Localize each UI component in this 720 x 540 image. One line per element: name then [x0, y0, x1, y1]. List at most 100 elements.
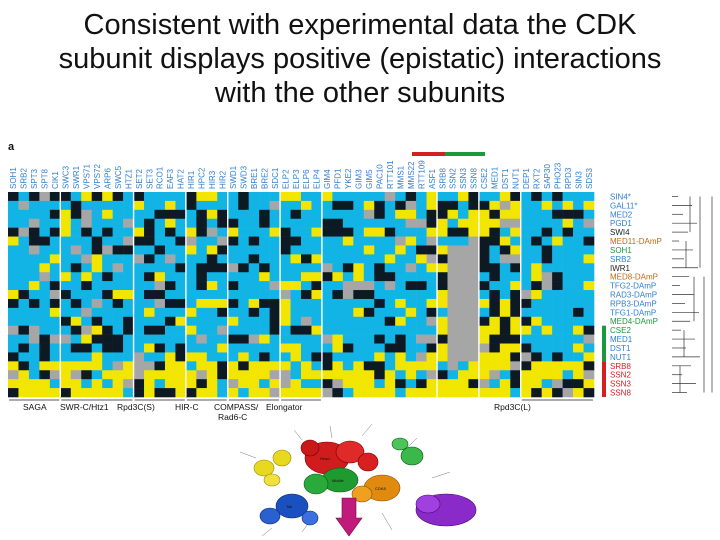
heatmap-cell — [552, 200, 563, 211]
heatmap-cell — [259, 218, 270, 228]
heatmap-cell — [227, 236, 239, 246]
heatmap-cell — [395, 245, 406, 255]
heatmap-cell — [39, 298, 51, 309]
heatmap-cell — [133, 334, 145, 344]
heatmap-cell — [248, 343, 260, 353]
heatmap-cell — [416, 370, 427, 380]
heatmap-cell — [311, 352, 323, 362]
heatmap-cell — [8, 316, 19, 326]
column-label: DEP1 — [522, 168, 531, 189]
heatmap-cell — [405, 379, 417, 389]
heatmap-cell — [217, 200, 229, 211]
heatmap-cell — [426, 325, 438, 335]
heatmap-cell — [102, 361, 113, 371]
heatmap-cell — [133, 209, 145, 220]
heatmap-cell — [112, 388, 124, 398]
row-label: CSE2 — [610, 326, 631, 335]
heatmap-cell — [49, 254, 61, 264]
heatmap-cell — [28, 209, 40, 220]
heatmap-cell — [552, 379, 563, 389]
heatmap-cell — [342, 290, 354, 300]
heatmap-cell — [49, 325, 61, 335]
heatmap-cell — [227, 200, 239, 211]
heatmap-cell — [301, 272, 312, 282]
heatmap-cell — [102, 325, 113, 335]
heatmap-cell — [457, 254, 469, 264]
heatmap-cell — [217, 281, 229, 291]
heatmap-cell — [447, 218, 459, 228]
heatmap-cell — [248, 325, 260, 335]
heatmap-cell — [91, 192, 103, 202]
heatmap-cell — [583, 307, 595, 318]
heatmap-cell — [374, 298, 386, 309]
heatmap-cell — [49, 200, 61, 211]
heatmap-cell — [8, 298, 19, 309]
heatmap-cell — [227, 298, 239, 309]
heatmap-cell — [206, 263, 218, 273]
heatmap-cell — [552, 218, 563, 228]
heatmap-cell — [123, 290, 134, 300]
heatmap-cell — [363, 290, 375, 300]
heatmap-cell — [301, 352, 312, 362]
heatmap-cell — [353, 218, 365, 228]
heatmap-cell — [457, 290, 469, 300]
heatmap-cell — [374, 245, 386, 255]
heatmap-cell — [405, 370, 417, 380]
heatmap-cell — [49, 209, 61, 220]
column-label: SWD3 — [239, 165, 248, 189]
heatmap-cell — [133, 307, 145, 318]
heatmap-cell — [290, 281, 302, 291]
heatmap-cell — [531, 254, 542, 264]
heatmap-cell — [112, 307, 124, 318]
heatmap-cell — [280, 388, 291, 398]
heatmap-cell — [280, 218, 291, 228]
heatmap-cell — [374, 281, 386, 291]
heatmap-cell — [123, 325, 134, 335]
heatmap-cell — [426, 272, 438, 282]
heatmap-cell — [301, 334, 312, 344]
heatmap-cell — [541, 272, 553, 282]
heatmap-cell — [227, 263, 239, 273]
heatmap-cell — [248, 200, 260, 211]
heatmap-cell — [144, 192, 155, 202]
heatmap-cell — [269, 379, 281, 389]
heatmap-cell — [457, 218, 469, 228]
heatmap-cell — [437, 218, 448, 228]
heatmap-cell — [457, 245, 469, 255]
heatmap-cell — [227, 192, 239, 202]
heatmap-cell — [238, 307, 249, 318]
heatmap-cell — [332, 209, 344, 220]
heatmap-cell — [301, 209, 312, 220]
heatmap-cell — [573, 388, 584, 398]
heatmap-cell — [583, 281, 595, 291]
heatmap-cell — [499, 361, 511, 371]
heatmap-cell — [133, 298, 145, 309]
heatmap-cell — [81, 218, 93, 228]
heatmap-cell — [70, 290, 82, 300]
column-label: ELP3 — [292, 169, 301, 189]
heatmap-cell — [227, 218, 239, 228]
heatmap-cell — [248, 245, 260, 255]
row-label: MED1 — [610, 335, 633, 344]
heatmap-cell — [81, 325, 93, 335]
heatmap-cell — [81, 272, 93, 282]
heatmap-cell — [499, 192, 511, 202]
mediator-complex-diagram: Head Middle Tail CDK8 — [239, 423, 477, 537]
heatmap-cell — [510, 379, 522, 389]
heatmap-cell — [353, 236, 365, 246]
heatmap-cell — [541, 361, 553, 371]
heatmap-cell — [478, 361, 490, 371]
heatmap-cell — [562, 343, 574, 353]
heatmap-cell — [489, 298, 501, 309]
heatmap-cell — [583, 325, 595, 335]
heatmap-cell — [112, 361, 124, 371]
heatmap-cell — [144, 254, 155, 264]
heatmap-cell — [18, 236, 30, 246]
column-label: GIM5 — [365, 169, 374, 189]
heatmap-cell — [457, 361, 469, 371]
heatmap-cell — [164, 379, 176, 389]
heatmap-cell — [102, 334, 113, 344]
heatmap-cell — [164, 254, 176, 264]
heatmap-cell — [175, 343, 187, 353]
heatmap-cell — [112, 298, 124, 309]
